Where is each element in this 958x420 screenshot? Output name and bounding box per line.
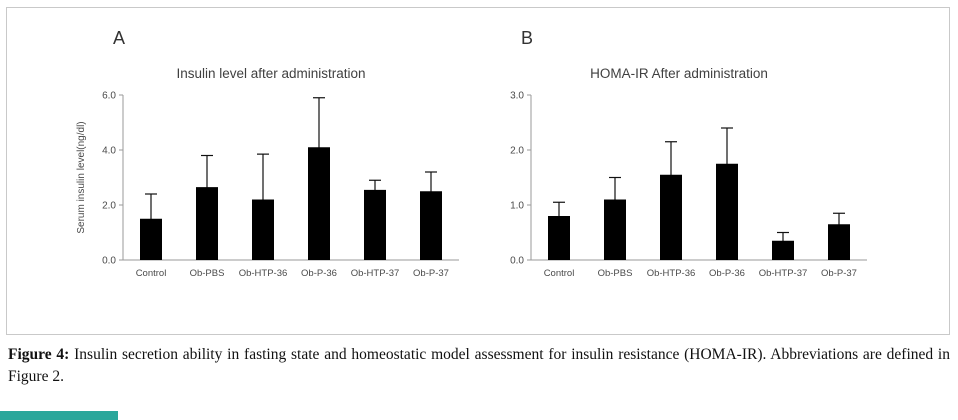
panel-b: B HOMA-IR After administration 0.0 1.0 2.0… xyxy=(479,8,879,292)
panel-b-label: B xyxy=(521,28,534,48)
y-tick-label: 3.0 xyxy=(510,91,524,102)
figure-caption: Figure 4: Insulin secretion ability in f… xyxy=(8,344,950,389)
y-tick-label: 2.0 xyxy=(510,146,524,157)
bar xyxy=(308,147,330,260)
bar xyxy=(196,187,218,260)
bar xyxy=(772,240,794,260)
x-category-label: Ob-P-36 xyxy=(709,268,745,279)
bar-chart-svg: 0.0 2.0 4.0 6.0 Control Ob-PBS Ob-HTP-36 Ob-P-3… xyxy=(76,91,459,279)
bar xyxy=(548,216,570,260)
x-category-label: Ob-P-37 xyxy=(413,268,449,279)
y-tick-label: 0.0 xyxy=(510,256,524,267)
figure-caption-text: Insulin secretion ability in fasting sta… xyxy=(8,346,950,386)
bar xyxy=(140,218,162,260)
x-category-label: Ob-P-36 xyxy=(301,268,337,279)
chart-a-title: Insulin level after administration xyxy=(176,66,366,81)
bar xyxy=(660,174,682,260)
x-category-label: Control xyxy=(544,268,575,279)
x-category-label: Control xyxy=(136,268,167,279)
chart-b: 0.0 1.0 2.0 3.0 Control Ob-PBS Ob-HTP-36 Ob-P-3… xyxy=(479,87,879,292)
bar xyxy=(716,163,738,260)
chart-b-title: HOMA-IR After administration xyxy=(590,66,768,81)
x-category-label: Ob-PBS xyxy=(190,268,225,279)
x-category-label: Ob-HTP-36 xyxy=(647,268,696,279)
bar xyxy=(252,199,274,260)
x-category-label: Ob-HTP-37 xyxy=(759,268,808,279)
x-category-label: Ob-P-37 xyxy=(821,268,857,279)
x-category-label: Ob-PBS xyxy=(598,268,633,279)
y-tick-label: 4.0 xyxy=(102,146,116,157)
figure-caption-label: Figure 4: xyxy=(8,346,70,363)
y-axis-label: Serum insulin level(ng/dl) xyxy=(76,121,87,233)
bar xyxy=(420,191,442,260)
y-tick-label: 0.0 xyxy=(102,256,116,267)
bar xyxy=(364,189,386,260)
bar-chart-svg: 0.0 1.0 2.0 3.0 Control Ob-PBS Ob-HTP-36 Ob-P-3… xyxy=(510,91,867,279)
x-category-label: Ob-HTP-37 xyxy=(351,268,400,279)
x-category-label: Ob-HTP-36 xyxy=(239,268,288,279)
page-accent-bar xyxy=(0,411,118,420)
y-tick-label: 1.0 xyxy=(510,201,524,212)
chart-a: 0.0 2.0 4.0 6.0 Control Ob-PBS Ob-HTP-36 Ob-P-3… xyxy=(71,87,471,292)
y-tick-label: 6.0 xyxy=(102,91,116,102)
bar xyxy=(828,224,850,260)
bar xyxy=(604,199,626,260)
y-tick-label: 2.0 xyxy=(102,201,116,212)
figure-panel-box: A Insulin level after administration 0.0… xyxy=(6,7,950,335)
panel-a-label: A xyxy=(113,28,126,48)
panel-a: A Insulin level after administration 0.0… xyxy=(71,8,471,292)
